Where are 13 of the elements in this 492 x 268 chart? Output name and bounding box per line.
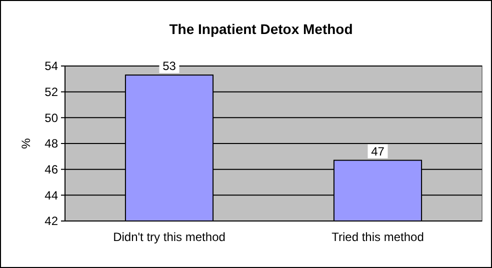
y-axis-title: % (19, 138, 33, 149)
x-tick-label: Tried this method (332, 230, 424, 244)
chart-title: The Inpatient Detox Method (169, 21, 353, 37)
y-tick-label: 46 (44, 162, 58, 177)
y-tick-label: 48 (44, 136, 58, 151)
y-tick-label: 52 (44, 85, 58, 100)
y-tick-label: 50 (44, 110, 58, 125)
y-tick-label: 44 (44, 188, 58, 202)
y-tick-label: 42 (44, 214, 58, 228)
y-tick-label: 54 (44, 59, 58, 74)
data-label: 47 (371, 144, 385, 158)
x-tick-label: Didn't try this method (113, 230, 226, 244)
data-label: 53 (162, 59, 176, 74)
